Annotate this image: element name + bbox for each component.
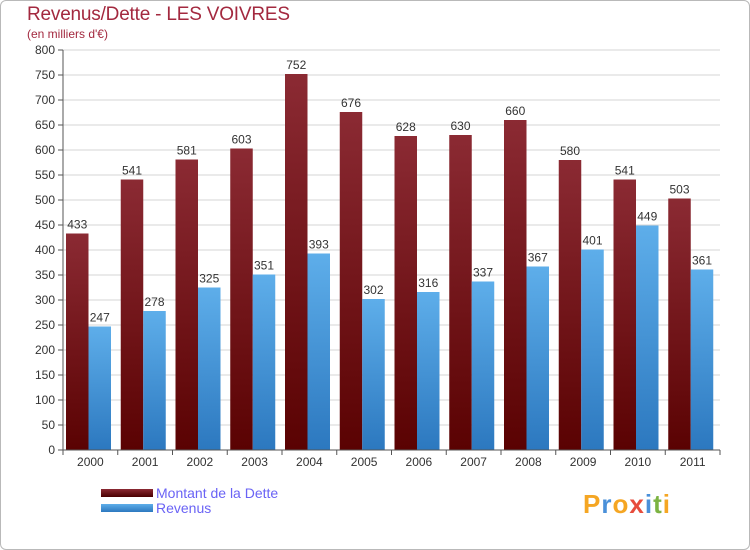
y-tick-label: 350 (35, 268, 55, 282)
data-label: 351 (254, 259, 274, 273)
x-tick-label: 2007 (460, 455, 487, 469)
logo-letter: i (644, 489, 654, 519)
bar-dette (120, 179, 144, 450)
bar-revenus (471, 281, 495, 450)
bar-dette (449, 135, 472, 450)
bar-dette (558, 160, 582, 450)
data-label: 278 (144, 295, 164, 309)
y-tick-label: 500 (35, 193, 55, 207)
data-label: 302 (363, 283, 383, 297)
x-tick-label: 2006 (406, 455, 433, 469)
bar-revenus (307, 253, 330, 450)
x-tick-label: 2001 (132, 455, 159, 469)
data-label: 676 (341, 96, 361, 110)
chart-subtitle: (en milliers d'€) (27, 27, 108, 41)
bar-revenus (417, 292, 440, 450)
data-label: 628 (396, 120, 416, 134)
x-tick-label: 2003 (241, 455, 268, 469)
y-tick-label: 650 (35, 118, 55, 132)
y-tick-label: 550 (35, 168, 55, 182)
data-label: 449 (637, 210, 657, 224)
bar-revenus (690, 269, 714, 450)
logo-letter: x (629, 489, 645, 519)
y-tick-label: 200 (35, 343, 55, 357)
bar-revenus (88, 326, 111, 450)
legend-item-dette: Montant de la Dette (101, 485, 278, 501)
bar-revenus (581, 249, 604, 450)
y-tick-label: 800 (35, 43, 55, 57)
y-tick-label: 700 (35, 93, 55, 107)
data-label: 316 (418, 276, 438, 290)
data-label: 630 (450, 119, 470, 133)
bar-revenus (526, 266, 549, 450)
data-label: 337 (473, 266, 493, 280)
y-tick-label: 600 (35, 143, 55, 157)
logo-letter: i (662, 489, 671, 519)
data-label: 581 (177, 144, 197, 158)
data-label: 752 (286, 58, 306, 72)
bar-revenus (143, 311, 166, 450)
legend-item-revenus: Revenus (101, 500, 211, 516)
bar-revenus (362, 299, 385, 450)
bar-dette (504, 120, 527, 450)
y-tick-label: 300 (35, 293, 55, 307)
logo-letter: r (601, 489, 613, 519)
x-tick-label: 2000 (77, 455, 104, 469)
x-tick-label: 2008 (515, 455, 542, 469)
data-label: 541 (615, 164, 635, 178)
bar-dette (668, 198, 691, 450)
x-tick-label: 2005 (351, 455, 378, 469)
x-tick-label: 2009 (570, 455, 597, 469)
data-label: 603 (231, 133, 251, 147)
logo-letter: o (612, 489, 630, 519)
data-label: 393 (309, 238, 329, 252)
y-tick-label: 50 (42, 418, 56, 432)
x-tick-label: 2004 (296, 455, 323, 469)
proxiti-logo: Proxiti (583, 489, 671, 520)
data-label: 325 (199, 272, 219, 286)
data-label: 367 (528, 251, 548, 265)
bar-dette (394, 136, 417, 450)
bar-revenus (198, 287, 221, 450)
legend-swatch-dette (101, 489, 153, 497)
bar-dette (230, 148, 253, 450)
legend-label-revenus: Revenus (156, 500, 212, 516)
y-tick-label: 450 (35, 218, 55, 232)
logo-letter: P (583, 489, 602, 519)
x-tick-label: 2010 (625, 455, 652, 469)
logo-letter: t (653, 489, 663, 519)
bar-dette (66, 233, 89, 450)
y-tick-label: 0 (48, 443, 55, 457)
data-label: 580 (560, 144, 580, 158)
bar-dette (613, 179, 636, 450)
y-tick-label: 150 (35, 368, 55, 382)
bar-revenus (636, 225, 659, 450)
bar-dette (175, 159, 198, 450)
data-label: 541 (122, 164, 142, 178)
y-tick-label: 100 (35, 393, 55, 407)
x-tick-label: 2011 (680, 455, 706, 469)
bar-dette (339, 112, 363, 450)
data-label: 401 (582, 234, 602, 248)
bar-dette (285, 74, 308, 450)
data-label: 503 (669, 183, 689, 197)
x-tick-label: 2002 (187, 455, 214, 469)
legend-swatch-revenus (101, 504, 153, 512)
legend-label-dette: Montant de la Dette (156, 485, 279, 501)
chart-title: Revenus/Dette - LES VOIVRES (27, 4, 290, 25)
data-label: 361 (692, 254, 712, 268)
data-label: 247 (90, 311, 110, 325)
data-label: 433 (67, 218, 87, 232)
bar-revenus (252, 274, 276, 450)
y-tick-label: 400 (35, 243, 55, 257)
data-label: 660 (505, 104, 525, 118)
y-tick-label: 250 (35, 318, 55, 332)
y-tick-label: 750 (35, 68, 55, 82)
